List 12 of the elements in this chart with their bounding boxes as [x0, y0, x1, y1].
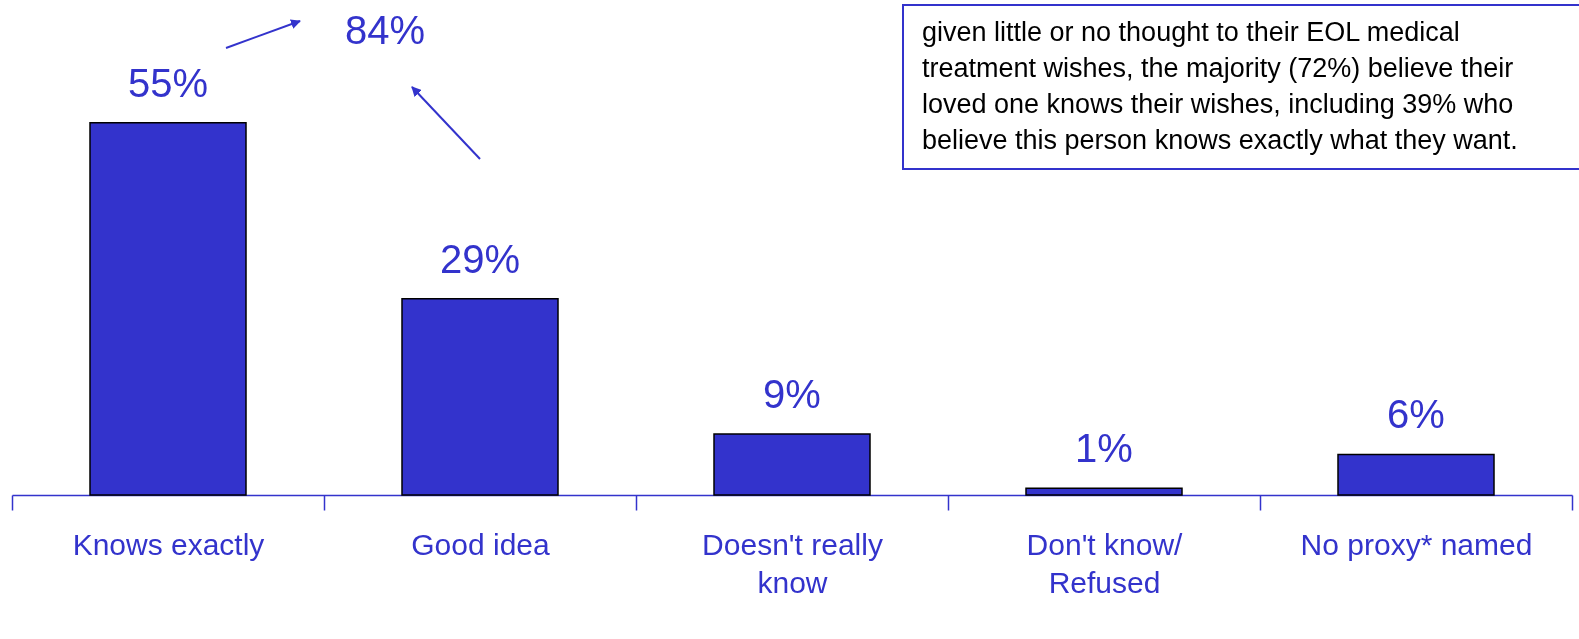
x-tick-label: Knows exactly [72, 527, 265, 561]
annotation: given little or no thought to their EOL medical treatment wishes, the majority (72%) believe their loved one knows their wishes, including 39% who believe this person knows exactly what they want. [902, 4, 1579, 170]
data-label: 29% [439, 236, 521, 281]
x-tick-label: Don't know/ Refused [1026, 527, 1184, 599]
x-tick-label: Doesn't really know [702, 527, 883, 599]
text: 84% [345, 8, 426, 53]
data-label: 6% [1387, 392, 1445, 437]
data-label: 9% [763, 372, 821, 417]
data-label: 55% [127, 60, 209, 105]
x-tick-label: Good idea [411, 527, 551, 561]
x-tick-label: No proxy* named [1300, 527, 1533, 561]
data-label: 1% [1075, 426, 1133, 471]
